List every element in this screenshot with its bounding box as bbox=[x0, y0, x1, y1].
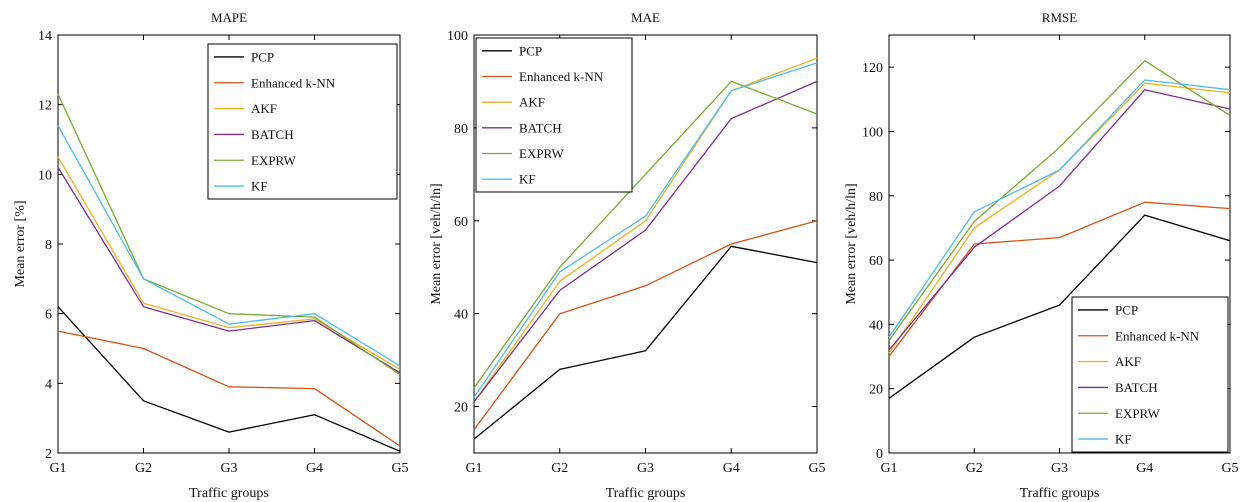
series-line-batch bbox=[57, 167, 401, 374]
series-line-batch bbox=[888, 89, 1231, 351]
y-tick-label: 100 bbox=[862, 125, 883, 140]
legend-box bbox=[1071, 296, 1229, 453]
y-axis-label: Mean error [%] bbox=[13, 200, 28, 287]
y-tick-label: 12 bbox=[38, 99, 52, 114]
legend-label-batch: BATCH bbox=[1115, 380, 1158, 395]
x-tick-label: G3 bbox=[637, 461, 654, 476]
x-axis-label: Traffic groups bbox=[606, 486, 686, 501]
y-axis-label: Mean error [veh/h/ln] bbox=[429, 183, 444, 304]
x-tick-label: G4 bbox=[306, 461, 323, 476]
chart-title: RMSE bbox=[1042, 10, 1077, 25]
series-line-kf bbox=[888, 79, 1231, 338]
legend-label-kf: KF bbox=[519, 172, 536, 187]
legend-label-kf: KF bbox=[251, 179, 268, 194]
series-line-exprw bbox=[57, 93, 401, 376]
y-tick-label: 20 bbox=[869, 383, 883, 398]
y-tick-label: 60 bbox=[869, 254, 883, 269]
x-tick-label: G1 bbox=[880, 461, 897, 476]
legend-label-enhanced-k-nn: Enhanced k-NN bbox=[1115, 328, 1200, 343]
y-tick-label: 20 bbox=[454, 401, 468, 416]
y-tick-label: 2 bbox=[45, 447, 52, 462]
y-tick-label: 0 bbox=[876, 447, 883, 462]
series-line-pcp bbox=[473, 245, 818, 440]
legend-label-enhanced-k-nn: Enhanced k-NN bbox=[251, 75, 336, 90]
legend-label-kf: KF bbox=[1115, 432, 1132, 447]
x-tick-label: G4 bbox=[723, 461, 740, 476]
y-tick-label: 4 bbox=[45, 377, 52, 392]
legend-label-exprw: EXPRW bbox=[251, 153, 297, 168]
x-tick-label: G5 bbox=[808, 461, 825, 476]
x-tick-label: G1 bbox=[465, 461, 482, 476]
y-tick-label: 120 bbox=[862, 61, 883, 76]
x-axis-label: Traffic groups bbox=[1020, 486, 1100, 501]
y-tick-label: 8 bbox=[45, 238, 52, 253]
y-tick-label: 40 bbox=[869, 318, 883, 333]
legend-label-batch: BATCH bbox=[251, 127, 294, 142]
legend-label-akf: AKF bbox=[519, 95, 545, 110]
y-tick-label: 10 bbox=[38, 168, 52, 183]
x-tick-label: G2 bbox=[135, 461, 152, 476]
series-line-enhanced-k-nn bbox=[57, 330, 401, 447]
legend: PCP Enhanced k-NN AKF BATCH EXPRW KF bbox=[1071, 296, 1229, 453]
chart-title: MAE bbox=[631, 10, 660, 25]
series-line-pcp bbox=[57, 306, 401, 452]
y-tick-label: 100 bbox=[447, 29, 468, 44]
y-tick-label: 60 bbox=[454, 215, 468, 230]
x-tick-label: G1 bbox=[49, 461, 66, 476]
legend-label-pcp: PCP bbox=[251, 49, 274, 64]
legend: PCP Enhanced k-NN AKF BATCH EXPRW KF bbox=[475, 37, 633, 193]
y-tick-label: 80 bbox=[454, 122, 468, 137]
legend-label-akf: AKF bbox=[251, 101, 277, 116]
series-line-exprw bbox=[888, 60, 1231, 341]
panel-mae: MAE G1 G2 G3 G4 G5 20 40 60 80 100 Traffic groups Me… bbox=[429, 10, 826, 501]
y-tick-label: 80 bbox=[869, 190, 883, 205]
x-tick-label: G2 bbox=[966, 461, 983, 476]
legend-label-enhanced-k-nn: Enhanced k-NN bbox=[519, 69, 604, 84]
legend-label-akf: AKF bbox=[1115, 354, 1141, 369]
legend-label-batch: BATCH bbox=[519, 120, 562, 135]
x-axis-label: Traffic groups bbox=[189, 486, 269, 501]
series-line-akf bbox=[473, 57, 818, 403]
legend-label-exprw: EXPRW bbox=[519, 146, 565, 161]
panel-rmse: RMSE G1 G2 G3 G4 G5 0 20 40 60 80 100 120 Traffic gro… bbox=[844, 10, 1239, 501]
series-line-kf bbox=[57, 125, 401, 367]
y-tick-label: 14 bbox=[38, 29, 52, 44]
legend: PCP Enhanced k-NN AKF BATCH EXPRW KF bbox=[207, 43, 398, 200]
y-axis-label: Mean error [veh/h/ln] bbox=[844, 183, 859, 304]
series-line-batch bbox=[473, 80, 818, 403]
legend-box bbox=[207, 43, 398, 200]
legend-label-pcp: PCP bbox=[1115, 302, 1138, 317]
legend-label-exprw: EXPRW bbox=[1115, 406, 1161, 421]
x-tick-label: G2 bbox=[551, 461, 568, 476]
x-tick-label: G5 bbox=[1221, 461, 1238, 476]
x-tick-label: G5 bbox=[391, 461, 408, 476]
series-line-exprw bbox=[473, 80, 818, 389]
x-tick-label: G3 bbox=[220, 461, 237, 476]
series-line-kf bbox=[473, 62, 818, 398]
series-line-pcp bbox=[888, 214, 1231, 399]
legend-box bbox=[475, 37, 633, 193]
x-tick-label: G3 bbox=[1051, 461, 1068, 476]
x-tick-label: G4 bbox=[1136, 461, 1153, 476]
y-tick-label: 40 bbox=[454, 308, 468, 323]
panel-mape: MAPE G1 G2 G3 G4 G5 2 4 6 8 10 12 14 Traffic groups Me… bbox=[13, 10, 409, 501]
legend-label-pcp: PCP bbox=[519, 43, 542, 58]
y-tick-label: 6 bbox=[45, 308, 52, 323]
series-line-enhanced-k-nn bbox=[473, 220, 818, 431]
chart-title: MAPE bbox=[211, 10, 247, 25]
